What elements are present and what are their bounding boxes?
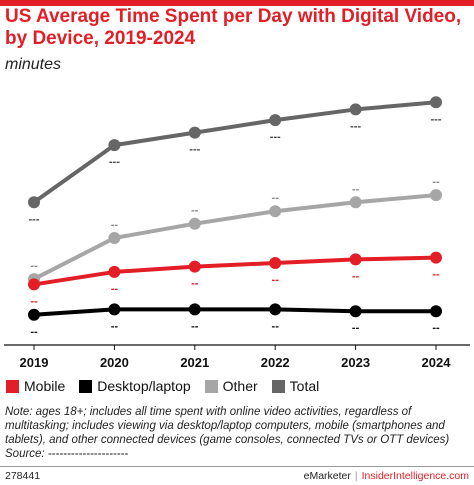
data-label-mobile: -- — [111, 283, 119, 295]
x-tick-label: 2020 — [100, 355, 129, 370]
legend-swatch-mobile — [6, 379, 19, 393]
data-point-desktop-laptop — [430, 305, 442, 318]
data-label-desktop-laptop: -- — [432, 322, 440, 334]
x-tick-label: 2024 — [422, 355, 452, 370]
data-point-total — [108, 139, 121, 152]
note-text: Note: ages 18+; includes all time spent … — [5, 406, 450, 446]
data-label-other: -- — [30, 260, 38, 272]
chart-id: 278441 — [5, 470, 41, 482]
data-label-total: --- — [189, 144, 200, 156]
data-label-mobile: -- — [352, 270, 360, 282]
data-point-total — [28, 196, 40, 209]
data-point-mobile — [188, 260, 201, 273]
data-label-desktop-laptop: -- — [352, 322, 360, 334]
chart-title: US Average Time Spent per Day with Digit… — [5, 6, 462, 49]
data-point-desktop-laptop — [108, 303, 121, 316]
data-point-other — [349, 196, 362, 209]
line-chart: 2019 2020 2021 2022 2023 2024---- -- -- -- ---- --… — [4, 96, 470, 370]
data-point-other — [430, 189, 442, 202]
data-label-other: -- — [272, 192, 280, 204]
data-label-total: --- — [109, 156, 120, 168]
legend-swatch-total — [271, 379, 285, 393]
data-point-mobile — [269, 257, 282, 269]
data-label-other: -- — [432, 176, 440, 188]
legend-item-total: Total — [271, 378, 320, 394]
data-point-desktop-laptop — [349, 305, 362, 318]
data-label-mobile: -- — [272, 274, 280, 286]
data-label-mobile: -- — [432, 269, 440, 281]
data-point-total — [430, 96, 442, 109]
data-label-other: -- — [352, 183, 360, 195]
brand-insider-intelligence: InsiderIntelligence.com — [361, 470, 469, 482]
series-line-mobile — [32, 255, 438, 287]
data-point-mobile — [430, 251, 442, 264]
data-label-desktop-laptop: -- — [30, 326, 38, 338]
chart-note: Note: ages 18+; includes all time spent … — [5, 405, 471, 461]
data-label-total: --- — [431, 113, 442, 125]
legend-label-total: Total — [289, 378, 320, 394]
data-label-other: -- — [191, 205, 199, 217]
data-label-total: --- — [350, 120, 361, 132]
data-point-desktop-laptop — [188, 303, 201, 316]
top-accent-bar — [0, 0, 474, 6]
legend-swatch-other — [204, 379, 218, 393]
legend-label-mobile: Mobile — [24, 378, 66, 394]
data-label-desktop-laptop: -- — [272, 320, 280, 332]
data-point-mobile — [108, 265, 121, 278]
source-text: Source: --------------------- — [5, 448, 129, 460]
data-point-other — [269, 205, 282, 218]
data-label-mobile: -- — [30, 295, 38, 307]
legend-label-desktop-laptop: Desktop/laptop — [97, 378, 191, 394]
footer: 278441 eMarketer | InsiderIntelligence.com — [0, 466, 474, 485]
data-label-desktop-laptop: -- — [111, 320, 119, 332]
legend-item-other: Other — [204, 378, 258, 394]
data-point-mobile — [349, 253, 362, 266]
x-tick-label: 2022 — [261, 355, 290, 370]
data-point-total — [349, 103, 362, 116]
series-line-desktop-laptop — [32, 307, 438, 317]
series-line-total — [32, 100, 438, 205]
data-label-total: --- — [270, 131, 281, 143]
legend-swatch-desktop-laptop — [79, 379, 93, 393]
data-point-total — [269, 114, 282, 127]
chart-legend: Mobile Desktop/laptop Other Total — [6, 378, 333, 394]
footer-brand: eMarketer | InsiderIntelligence.com — [304, 470, 469, 482]
legend-item-desktop-laptop: Desktop/laptop — [79, 378, 191, 394]
legend-label-other: Other — [222, 378, 258, 394]
data-label-desktop-laptop: -- — [191, 320, 199, 332]
brand-emarketer: eMarketer — [303, 470, 351, 482]
x-tick-label: 2019 — [20, 355, 49, 370]
data-label-mobile: -- — [191, 278, 199, 290]
data-point-total — [188, 126, 201, 139]
data-point-other — [188, 217, 201, 230]
x-tick-label: 2023 — [341, 355, 370, 370]
legend-item-mobile: Mobile — [6, 378, 65, 394]
x-tick-label: 2021 — [180, 355, 209, 370]
data-point-desktop-laptop — [28, 308, 40, 321]
data-label-other: -- — [111, 219, 119, 231]
data-point-mobile — [28, 278, 40, 291]
chart-subtitle: minutes — [5, 56, 62, 73]
data-point-desktop-laptop — [269, 303, 282, 316]
series-line-other — [32, 193, 438, 282]
data-point-other — [108, 232, 121, 244]
brand-separator: | — [354, 470, 358, 482]
data-label-total: --- — [29, 213, 40, 225]
